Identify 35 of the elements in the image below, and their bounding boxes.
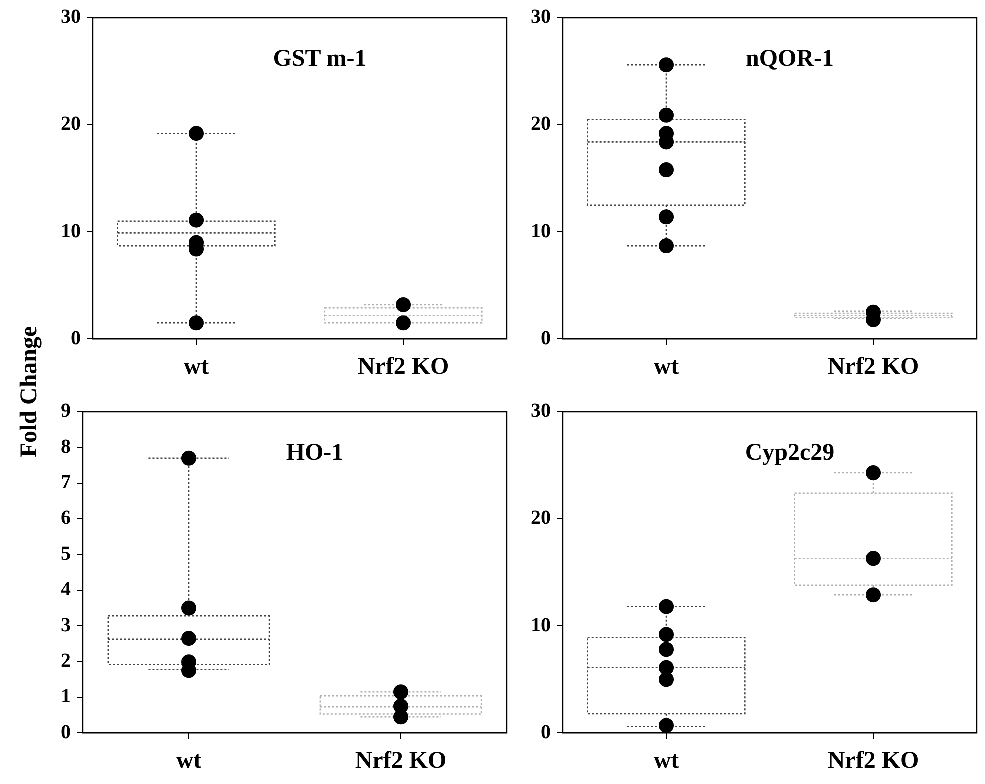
y-tick-label: 9	[61, 400, 71, 422]
y-tick-label: 6	[61, 507, 71, 530]
y-tick-label: 7	[61, 472, 71, 494]
y-tick-label: 8	[61, 436, 71, 458]
y-tick-label: 30	[531, 400, 551, 422]
y-tick-label: 1	[61, 686, 71, 708]
y-tick-label: 10	[531, 220, 551, 242]
x-tick-label: wt	[654, 354, 680, 380]
y-tick-label: 10	[531, 614, 551, 636]
x-tick-label: wt	[184, 354, 210, 380]
y-tick-label: 20	[531, 507, 551, 530]
y-tick-label: 30	[531, 6, 551, 28]
x-tick-label: Nrf2 KO	[358, 354, 450, 380]
y-tick-label: 0	[71, 327, 81, 350]
y-tick-label: 0	[541, 327, 551, 350]
x-tick-label: Nrf2 KO	[828, 354, 920, 380]
text: GST m-1	[273, 46, 367, 72]
x-tick-label: wt	[176, 748, 202, 774]
y-tick-label: 20	[531, 113, 551, 136]
y-tick-label: 5	[61, 542, 71, 565]
y-tick-label: 20	[61, 113, 81, 136]
text: nQOR-1	[746, 46, 834, 72]
y-tick-label: 2	[61, 650, 71, 672]
x-tick-label: Nrf2 KO	[355, 748, 447, 774]
text: HO-1	[286, 440, 344, 466]
text: Cyp2c29	[745, 440, 835, 466]
y-tick-label: 30	[61, 6, 81, 28]
x-tick-label: Nrf2 KO	[828, 748, 920, 774]
y-tick-label: 0	[61, 721, 71, 744]
y-tick-label: 4	[61, 578, 71, 601]
y-axis-title: Fold Change	[16, 326, 44, 458]
y-tick-label: 3	[61, 614, 71, 636]
x-tick-label: wt	[654, 748, 680, 774]
y-tick-label: 10	[61, 220, 81, 242]
y-tick-label: 0	[541, 721, 551, 744]
